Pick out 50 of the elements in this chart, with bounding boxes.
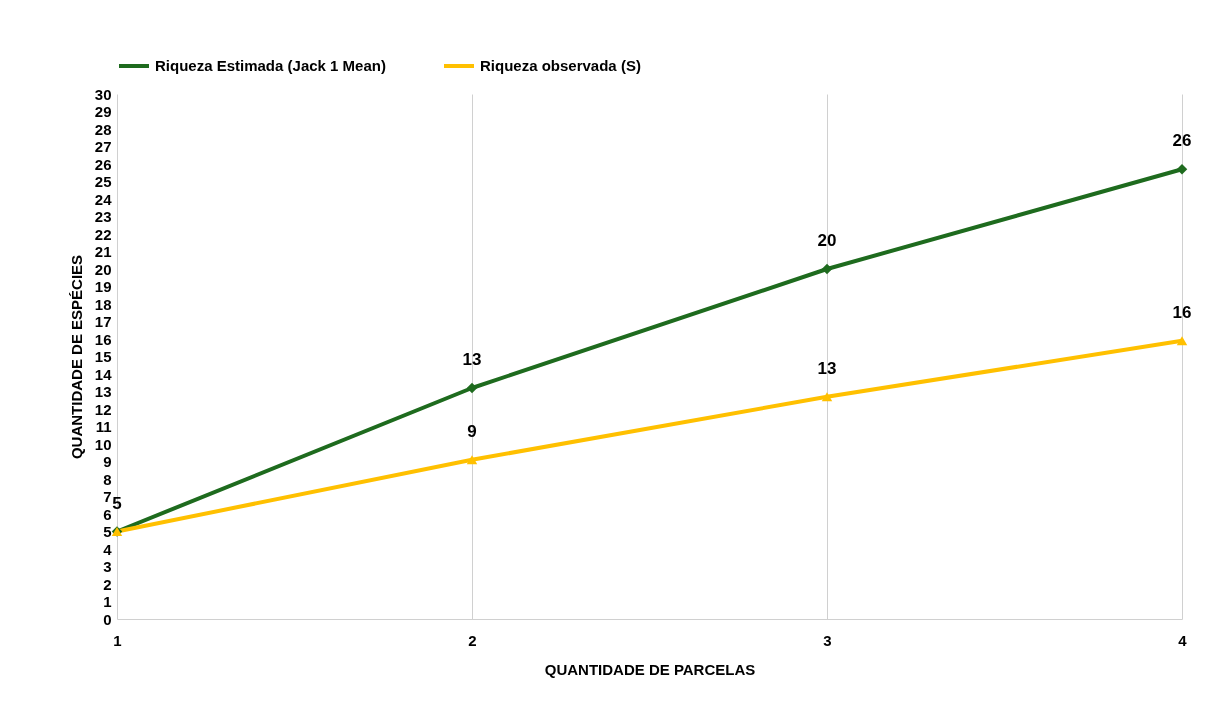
data-label: 20 [817,231,837,250]
x-tick-label: 2 [468,631,477,649]
y-tick-label: 23 [94,208,112,225]
x-axis-title: QUANTIDADE DE PARCELAS [544,660,756,678]
data-label: 26 [1172,131,1192,151]
y-axis-title: QUANTIDADE DE ESPÉCIES [67,254,85,460]
point [1176,164,1188,175]
y-tick-label: 17 [94,313,112,330]
data-label: 13 [817,358,837,378]
point [466,382,478,394]
y-tick-label: 21 [94,243,112,260]
y-tick-label: 16 [94,330,112,348]
y-tick-label: 5 [103,523,112,540]
y-tick-label: 10 [94,435,112,453]
x-tick-label: 3 [823,631,832,649]
y-tick-label: 25 [94,173,112,190]
y-tick-label: 8 [103,470,112,488]
y-tick-label: 22 [94,225,112,243]
y-tick-label: 0 [103,610,112,628]
y-tick-label: 19 [94,278,112,295]
y-tick-label: 26 [94,155,112,173]
y-tick-label: 27 [94,138,112,155]
y-tick-label: 18 [94,295,112,313]
y-tick-label: 12 [94,400,112,418]
y-tick-label: 30 [94,85,112,103]
y-tick-label: 15 [94,348,112,365]
point [1176,336,1188,346]
y-tick-label: 14 [94,365,113,383]
y-tick-label: 11 [95,418,112,435]
point [821,392,833,402]
point [821,263,833,275]
legend-label: Riqueza observada (S) [480,57,641,74]
y-tick-label: 9 [103,453,112,470]
data-label: 9 [467,421,477,441]
data-label: 16 [1172,302,1192,322]
y-tick-label: 2 [103,575,112,593]
x-tick-label: 4 [1178,631,1188,649]
y-tick-label: 6 [103,505,112,523]
y-tick-label: 20 [94,260,112,278]
legend-label: Riqueza Estimada (Jack 1 Mean) [155,57,386,74]
y-tick-label: 1 [103,593,112,610]
y-tick-label: 3 [103,558,112,575]
y-tick-label: 7 [103,488,112,505]
y-tick-label: 29 [94,103,112,120]
y-tick-label: 4 [103,540,113,558]
y-tick-label: 13 [94,383,112,400]
y-tick-label: 28 [94,120,112,138]
point [466,455,478,465]
y-tick-label: 24 [94,190,113,208]
data-label: 13 [462,350,482,369]
